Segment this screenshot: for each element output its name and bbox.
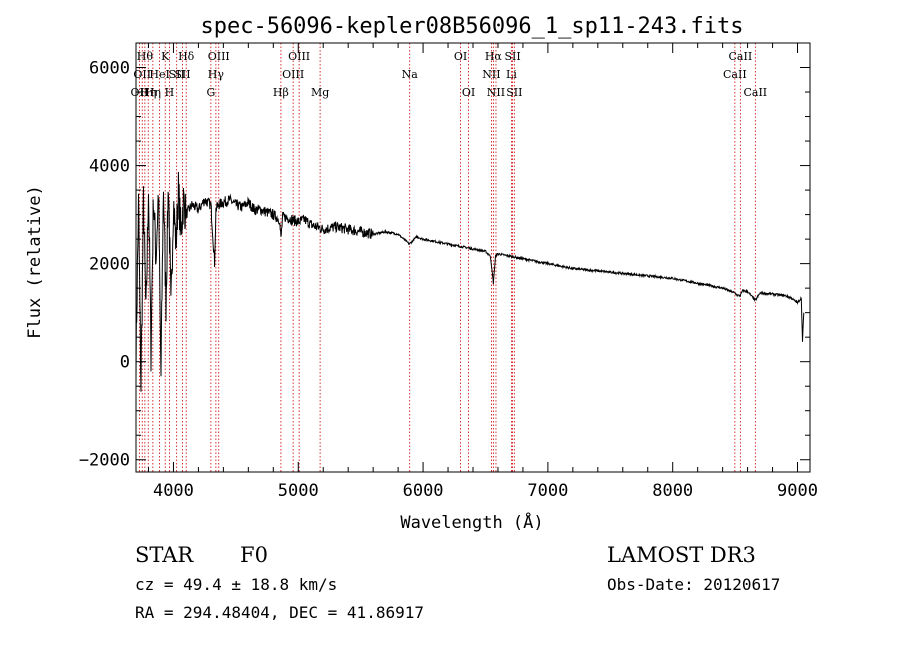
line-label: HeI bbox=[149, 68, 169, 81]
chart-title: spec-56096-kepler08B56096_1_sp11-243.fit… bbox=[200, 14, 743, 39]
line-label: Li bbox=[506, 68, 517, 81]
y-tick-label: 4000 bbox=[89, 157, 130, 177]
line-label: OI bbox=[454, 50, 467, 63]
line-label: Hη bbox=[140, 86, 156, 99]
line-label: SII bbox=[169, 68, 185, 81]
y-tick-label: −2000 bbox=[79, 451, 130, 471]
line-label: OIII bbox=[282, 68, 304, 81]
line-label: Na bbox=[402, 68, 419, 81]
line-label: OIII bbox=[288, 50, 310, 63]
object-subclass: F0 bbox=[240, 543, 268, 567]
line-label: Hδ bbox=[178, 50, 195, 63]
line-label: Hθ bbox=[137, 50, 154, 63]
coordinates-text: RA = 294.48404, DEC = 41.86917 bbox=[135, 603, 424, 622]
spectral-line-labels: OIIOIIHθHηHηHeIKHSIISIIHδGHγOIIIHβOIIIOI… bbox=[131, 50, 768, 99]
line-label: CaII bbox=[729, 50, 753, 63]
line-label: SII bbox=[504, 50, 520, 63]
x-tick-label: 6000 bbox=[403, 481, 444, 501]
line-label: Hβ bbox=[273, 86, 289, 99]
y-tick-label: 2000 bbox=[89, 255, 130, 275]
line-label: SII bbox=[174, 68, 190, 81]
line-label: K bbox=[161, 50, 170, 63]
line-label: OI bbox=[462, 86, 475, 99]
line-label: Hα bbox=[485, 50, 503, 63]
line-label: Mg bbox=[311, 86, 329, 99]
x-tick-label: 7000 bbox=[527, 481, 568, 501]
x-tick-label: 4000 bbox=[153, 481, 194, 501]
line-label: CaII bbox=[723, 68, 747, 81]
spectral-line-markers bbox=[138, 43, 756, 472]
y-axis-label: Flux (relative) bbox=[25, 185, 45, 339]
x-tick-label: 8000 bbox=[652, 481, 693, 501]
x-axis-label: Wavelength (Å) bbox=[400, 511, 543, 533]
line-label: Hγ bbox=[208, 68, 225, 81]
y-tick-label: 0 bbox=[120, 353, 130, 373]
line-label: OIII bbox=[208, 50, 230, 63]
plot-frame bbox=[135, 42, 811, 473]
survey-name: LAMOST DR3 bbox=[607, 543, 756, 567]
y-axis: −2000 0 2000 4000 6000 bbox=[79, 42, 810, 471]
line-label: NII bbox=[482, 68, 500, 81]
x-axis: 4000 5000 6000 7000 8000 9000 bbox=[147, 43, 818, 501]
obs-date: Obs-Date: 20120617 bbox=[607, 575, 780, 594]
line-label: G bbox=[206, 86, 215, 99]
line-label: NII bbox=[487, 86, 505, 99]
redshift-text: cz = 49.4 ± 18.8 km/s bbox=[135, 575, 337, 594]
line-label: H bbox=[165, 86, 175, 99]
line-label: CaII bbox=[743, 86, 767, 99]
x-tick-label: 5000 bbox=[278, 481, 319, 501]
spectrum-series-flux bbox=[135, 171, 805, 392]
object-class: STAR bbox=[135, 543, 194, 567]
line-label: SII bbox=[506, 86, 522, 99]
line-label: Hη bbox=[145, 86, 161, 99]
x-tick-label: 9000 bbox=[777, 481, 818, 501]
line-label: OII bbox=[133, 68, 151, 81]
y-tick-label: 6000 bbox=[89, 59, 130, 79]
